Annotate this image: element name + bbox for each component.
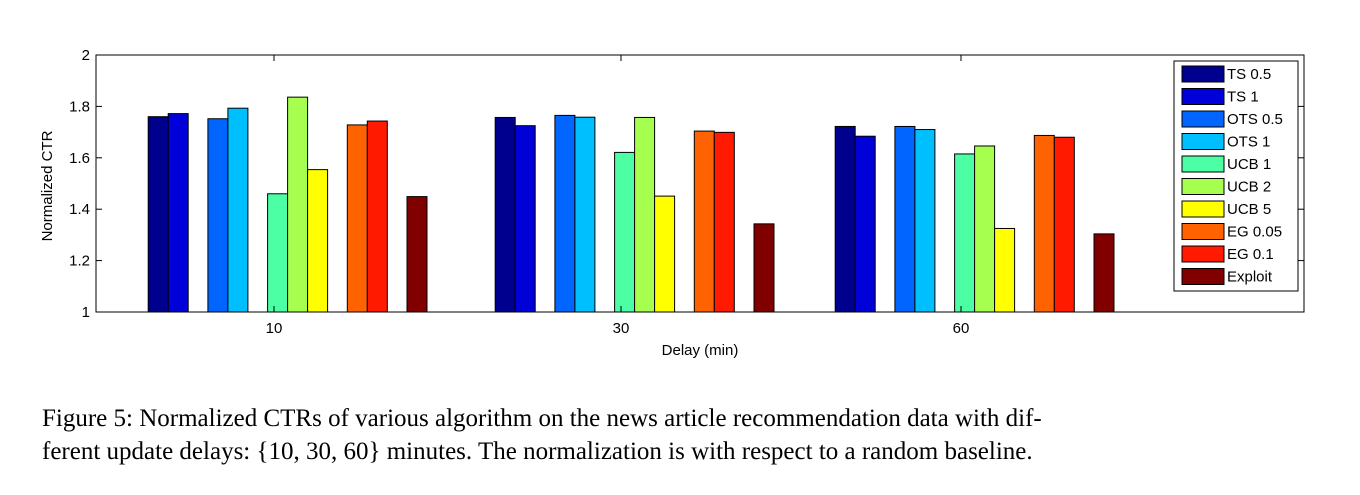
legend-swatch	[1181, 268, 1225, 285]
plot-frame	[95, 54, 1305, 313]
bar-ucb-5-60	[994, 227, 1016, 313]
legend-label: UCB 1	[1227, 156, 1271, 173]
bar-exploit-10	[406, 196, 428, 313]
bar-eg-0-1-10	[366, 120, 388, 313]
bar-eg-0-05-60	[1033, 134, 1055, 313]
bar-ots-0-5-10	[207, 118, 229, 313]
bars-layer	[147, 96, 1115, 313]
bar-ucb-2-10	[287, 96, 309, 313]
legend-label: EG 0.05	[1227, 224, 1282, 241]
bar-eg-0-05-10	[346, 124, 368, 313]
bar-ots-0-5-30	[554, 114, 576, 313]
bar-ots-0-5-60	[894, 125, 916, 313]
bar-ucb-1-10	[267, 193, 289, 313]
legend: TS 0.5 TS 1 OTS 0.5 OTS 1 UCB 1 UCB 2 UCB 5 EG …	[1173, 60, 1299, 292]
bar-ucb-1-60	[954, 153, 976, 313]
legend-swatch	[1181, 200, 1225, 218]
legend-swatch	[1181, 110, 1225, 128]
y-tick-label: 1.2	[69, 253, 90, 270]
legend-label: TS 1	[1227, 89, 1259, 106]
bar-ts-0-5-60	[834, 125, 856, 313]
bar-eg-0-1-60	[1053, 136, 1075, 313]
bar-chart: 1 1.2 1.4 1.6 1.8 2 10 30 60 Normalized CTR Dela…	[39, 47, 1305, 359]
y-tick-label: 1.6	[69, 150, 90, 167]
y-tick-label: 1	[82, 304, 90, 321]
legend-label: TS 0.5	[1227, 66, 1271, 83]
bar-eg-0-05-30	[693, 130, 715, 313]
caption-line-1: Figure 5: Normalized CTRs of various alg…	[42, 405, 1042, 432]
bar-ucb-2-60	[974, 145, 996, 313]
legend-swatch	[1181, 245, 1225, 263]
bar-ts-1-30	[514, 125, 536, 313]
legend-swatch	[1181, 88, 1225, 105]
bar-ots-1-30	[574, 116, 596, 313]
y-tick-label: 2	[82, 47, 90, 64]
x-tick-label: 60	[953, 320, 970, 337]
legend-label: UCB 2	[1227, 179, 1271, 196]
y-axis-label: Normalized CTR	[39, 130, 56, 241]
bar-ts-1-10	[167, 113, 189, 313]
legend-swatch	[1181, 178, 1225, 195]
y-tick-label: 1.8	[69, 98, 90, 115]
bar-exploit-60	[1093, 233, 1115, 313]
caption-line-2: ferent update delays: {10, 30, 60} minut…	[42, 438, 1033, 465]
legend-swatch	[1181, 133, 1225, 150]
legend-swatch	[1181, 65, 1225, 83]
bar-ts-1-60	[854, 135, 876, 313]
figure-caption: Figure 5: Normalized CTRs of various alg…	[42, 402, 1322, 468]
bar-ots-1-60	[914, 129, 936, 313]
legend-label: Exploit	[1227, 269, 1273, 286]
legend-label: EG 0.1	[1227, 246, 1274, 263]
x-tick-label: 30	[613, 320, 630, 337]
legend-swatch	[1181, 155, 1225, 173]
legend-label: OTS 1	[1227, 134, 1270, 151]
x-tick-label: 10	[266, 320, 283, 337]
bar-eg-0-1-30	[713, 131, 735, 313]
bar-exploit-30	[753, 223, 775, 313]
bar-ucb-5-30	[654, 195, 676, 313]
legend-label: OTS 0.5	[1227, 111, 1283, 128]
bar-ts-0-5-10	[147, 116, 169, 313]
legend-label: UCB 5	[1227, 201, 1271, 218]
bar-ts-0-5-30	[494, 116, 516, 313]
bar-ucb-5-10	[307, 169, 329, 313]
x-axis-label: Delay (min)	[662, 342, 739, 359]
y-tick-label: 1.4	[69, 201, 90, 218]
axes-layer: 1 1.2 1.4 1.6 1.8 2 10 30 60	[69, 47, 1305, 337]
bar-ucb-1-30	[614, 151, 636, 313]
bar-ots-1-10	[227, 107, 249, 313]
legend-swatch	[1181, 223, 1225, 240]
bar-ucb-2-30	[634, 116, 656, 313]
